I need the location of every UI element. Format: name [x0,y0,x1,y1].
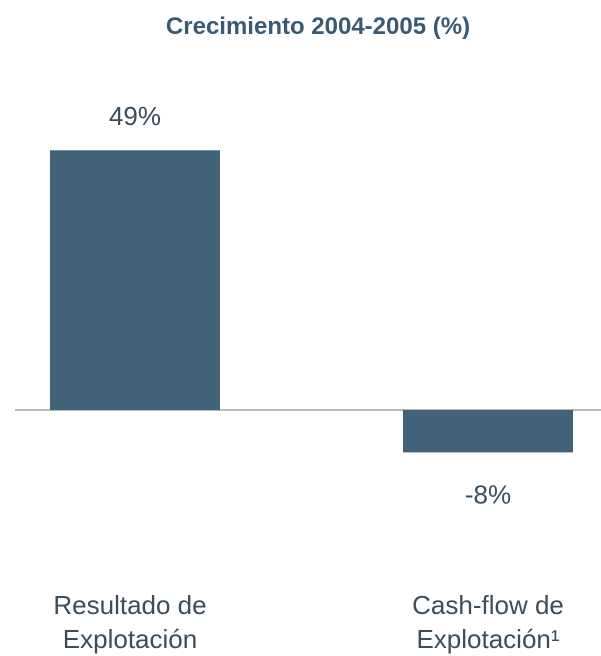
bar [50,150,220,411]
bar [403,410,573,453]
category-label: Cash-flow de Explotación¹ [412,590,564,654]
chart-title: Crecimiento 2004-2005 (%) [166,13,470,40]
value-label: 49% [109,101,161,131]
value-label: -8% [465,479,511,509]
category-label: Resultado de Explotación [53,590,207,654]
